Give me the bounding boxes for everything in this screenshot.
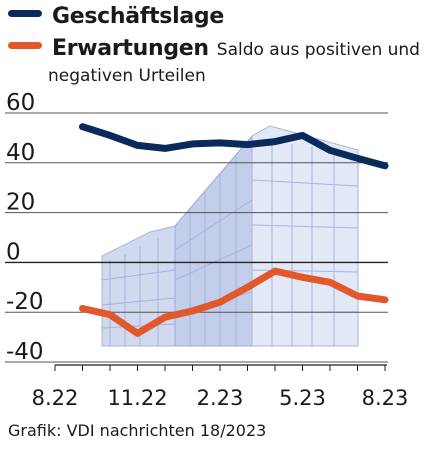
- legend-swatch-expectations: [8, 42, 42, 49]
- source-credit: Grafik: VDI nachrichten 18/2023: [8, 421, 267, 440]
- legend-label-expectations: Erwartungen: [52, 36, 209, 61]
- x-tick-label: 2.23: [197, 386, 244, 410]
- series-line-business: [79, 123, 389, 170]
- legend-item-business: Geschäftslage: [8, 4, 224, 29]
- y-tick-label: 20: [6, 190, 35, 216]
- x-tick-label: 8.22: [32, 386, 79, 410]
- legend-note-continued: negativen Urteilen: [48, 66, 206, 86]
- x-tick-label: 5.23: [279, 386, 326, 410]
- x-axis: 8.22 11.22 2.23 5.23 8.23: [32, 364, 409, 410]
- y-tick-label: 60: [6, 90, 35, 116]
- series-lines: [79, 123, 389, 337]
- building-illustration: [101, 125, 359, 347]
- x-tick-label: 11.22: [107, 386, 167, 410]
- x-tick-label: 8.23: [362, 386, 409, 410]
- y-tick-label: -20: [6, 289, 44, 315]
- y-tick-label: -40: [6, 339, 44, 365]
- y-tick-label: 40: [6, 140, 35, 166]
- series-line-expectations: [79, 267, 389, 337]
- legend-swatch-business: [8, 10, 42, 17]
- legend-item-expectations: Erwartungen Saldo aus positiven und: [8, 36, 420, 61]
- y-tick-label: 0: [6, 239, 21, 265]
- y-axis-ticks: 60 40 20 0 -20 -40: [6, 90, 44, 365]
- legend-note: Saldo aus positiven und: [216, 40, 420, 60]
- legend-label-business: Geschäftslage: [52, 4, 224, 29]
- grid-lines: [5, 112, 388, 363]
